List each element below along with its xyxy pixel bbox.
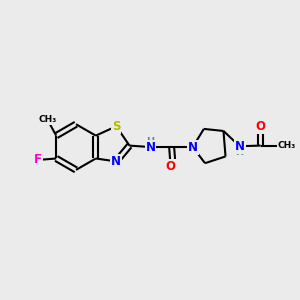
Text: S: S <box>112 120 121 133</box>
Text: H: H <box>146 137 154 147</box>
Text: O: O <box>166 160 176 172</box>
Text: CH₃: CH₃ <box>38 115 57 124</box>
Text: N: N <box>146 141 155 154</box>
Text: CH₃: CH₃ <box>278 141 296 150</box>
Text: N: N <box>235 140 244 153</box>
Text: F: F <box>34 154 42 166</box>
Text: O: O <box>256 120 266 133</box>
Text: N: N <box>111 155 121 168</box>
Text: N: N <box>188 141 198 154</box>
Text: H: H <box>236 147 244 157</box>
